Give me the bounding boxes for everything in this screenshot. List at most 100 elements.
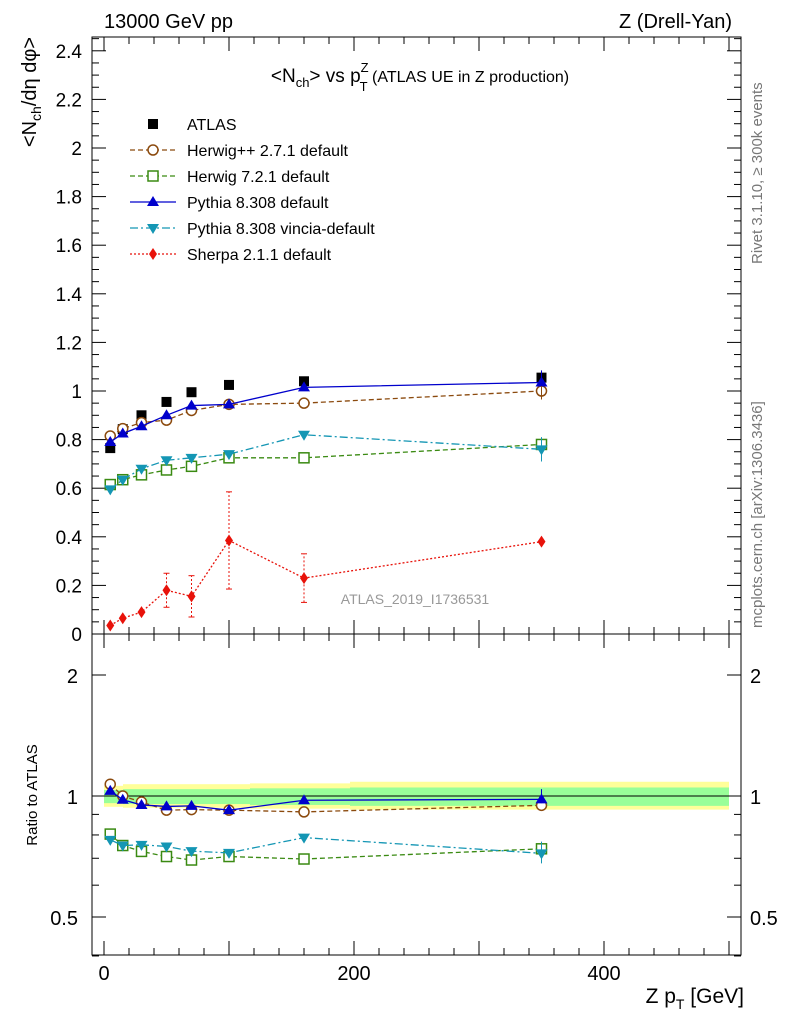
ratio-series-3-point: [104, 784, 117, 795]
x-axis: 0 200 400: [98, 37, 730, 985]
ratio-band-inner: [350, 787, 729, 806]
ratio-series-3-point: [135, 798, 148, 809]
legend-marker-1: [147, 144, 159, 156]
legend: ATLAS Herwig++ 2.7.1 default Herwig 7.2.1 …: [130, 117, 375, 264]
series-0-point: [186, 387, 197, 398]
ratio-series-2-line: [109, 833, 542, 861]
title-sub1: ch: [296, 75, 310, 90]
y-tick-label: 0.6: [56, 479, 82, 500]
y-tick-label: 1.4: [56, 285, 83, 306]
ratio-series-4-point: [160, 842, 173, 853]
ratio-series-4-point: [185, 847, 198, 858]
ratio-series: [104, 778, 548, 866]
title-sup: Z: [361, 60, 369, 75]
title-sub2: T: [360, 79, 368, 94]
legend-marker-5: [149, 248, 157, 260]
title-pre: <N: [271, 66, 296, 87]
y-tick-label: 2.2: [56, 90, 82, 111]
ratio-series-4-point: [135, 840, 148, 851]
rivet-label: Rivet 3.1.10, ≥ 300k events: [749, 82, 766, 264]
series-4-point: [104, 485, 117, 496]
chart-title: <Nch> vs pZ T (ATLAS UE in Z production): [271, 60, 569, 94]
y-tick-label: 1.6: [56, 236, 82, 257]
series-4-line: [109, 434, 542, 490]
series-1-point: [298, 397, 310, 409]
series-3-point: [160, 409, 173, 420]
ylabel-post: /dη dφ>: [19, 37, 41, 106]
header-left: 13000 GeV pp: [104, 11, 233, 33]
series-0-point: [224, 379, 234, 390]
ratio-y-tick-label-right: 1: [750, 787, 761, 809]
legend-label-3: Pythia 8.308 default: [187, 195, 329, 212]
ratio-y-axis: 0.5 0.5 1 1 2 2: [50, 666, 778, 957]
series-3-point: [185, 399, 198, 410]
series-4-point: [223, 450, 235, 461]
xlabel-post: [GeV]: [684, 985, 744, 1008]
legend-label-0: ATLAS: [187, 117, 237, 134]
y-tick-label: 1.8: [56, 188, 82, 209]
ratio-y-tick-label: 1: [67, 787, 78, 809]
series-0-point: [105, 443, 116, 454]
series-5-point: [300, 572, 308, 585]
legend-marker-2: [147, 170, 159, 182]
main-y-axis: 0 0.2 0.4 0.6 0.8 1 1.2 1.4 1.6 1.8 2 2.2 2.4: [56, 38, 741, 646]
y-tick-label: 0.4: [56, 528, 83, 549]
y-tick-label: 0.2: [56, 576, 82, 597]
xlabel-pre: Z p: [646, 985, 676, 1008]
ratio-series-3-point: [185, 799, 198, 810]
ratio-series-4-point: [116, 841, 129, 852]
series-3-point: [223, 398, 235, 409]
series-5-point: [187, 590, 196, 603]
series-4-point: [185, 453, 198, 464]
legend-marker-3: [147, 196, 159, 206]
ratio-series-3-point: [116, 793, 129, 804]
series-4-point: [160, 456, 173, 467]
ratio-series-3-point: [223, 804, 235, 815]
series-3-point: [116, 427, 129, 438]
series-0-point: [299, 376, 309, 387]
x-tick-label: 400: [587, 963, 620, 985]
title-post: (ATLAS UE in Z production): [368, 69, 570, 86]
ratio-y-axis-label: Ratio to ATLAS: [24, 744, 41, 845]
series-5-point: [137, 606, 146, 619]
x-axis-label: Z pT [GeV]: [646, 985, 744, 1012]
series-1-line: [109, 390, 542, 437]
ylabel-sub: ch: [28, 106, 44, 121]
series-4-point: [116, 475, 129, 486]
ratio-series-4-line: [109, 836, 542, 854]
series-2-line: [110, 443, 542, 486]
ratio-panel-frame: [91, 633, 742, 956]
series-5-point: [225, 534, 233, 547]
ratio-series-4-point: [104, 835, 117, 846]
legend-label-5: Sherpa 2.1.1 default: [187, 247, 332, 264]
y-axis-label: <Nch/dη dφ>: [19, 37, 44, 147]
series-2-point: [298, 452, 310, 464]
series-3-point: [104, 436, 117, 447]
ratio-series-2-point: [298, 853, 310, 865]
y-tick-label: 2.4: [56, 42, 83, 63]
ratio-y-tick-label-right: 0.5: [750, 908, 778, 930]
title-mid: > vs p: [309, 66, 360, 87]
series-0-point: [161, 396, 172, 407]
series-2-point: [160, 464, 173, 476]
x-tick-label: 0: [98, 963, 109, 985]
x-tick-label: 200: [337, 963, 370, 985]
ratio-y-tick-label: 2: [67, 666, 78, 688]
mcplots-label: mcplots.cern.ch [arXiv:1306.3436]: [749, 401, 766, 628]
ratio-band-inner: [123, 789, 250, 805]
legend-marker-4: [147, 224, 159, 234]
ratio-series-4-point: [298, 833, 310, 844]
ratio-series-3-point: [160, 800, 173, 811]
series-3-point: [298, 381, 310, 392]
header-right: Z (Drell-Yan): [619, 11, 732, 33]
y-tick-label: 1: [71, 382, 82, 403]
series-4-point: [298, 430, 310, 441]
legend-label-2: Herwig 7.2.1 default: [187, 169, 330, 186]
series-5-line: [109, 539, 542, 627]
series-3-point: [135, 420, 148, 431]
y-tick-label: 2: [71, 139, 82, 160]
ratio-series-1-point: [298, 806, 310, 818]
ratio-y-tick-label-right: 2: [750, 666, 761, 688]
main-series: [104, 370, 548, 632]
